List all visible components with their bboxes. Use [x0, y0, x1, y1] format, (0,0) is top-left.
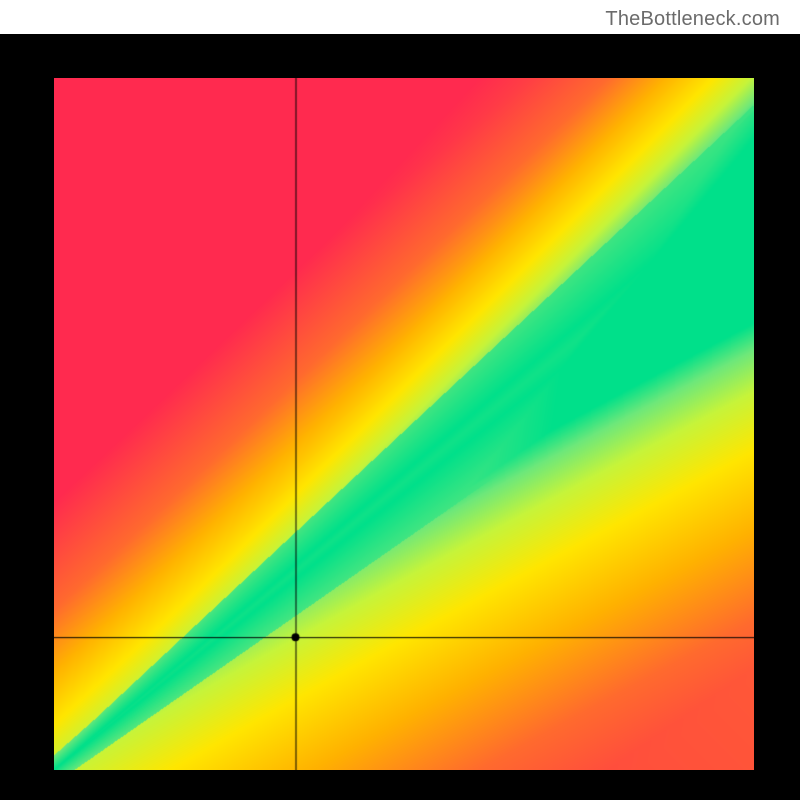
plot-area	[54, 78, 754, 770]
heatmap-canvas	[54, 78, 754, 770]
chart-container: TheBottleneck.com	[0, 0, 800, 800]
watermark-label: TheBottleneck.com	[605, 8, 780, 31]
outer-frame	[0, 34, 800, 800]
